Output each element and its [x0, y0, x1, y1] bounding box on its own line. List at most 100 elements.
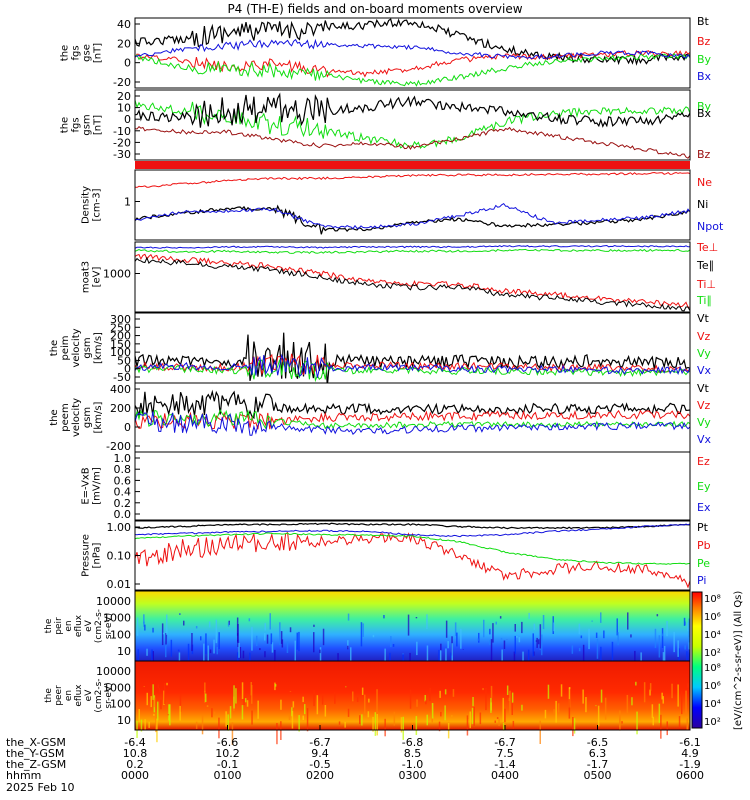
spectrogram-stripe	[506, 685, 509, 695]
ytick-label: 0.01	[107, 578, 132, 591]
ylabel-line: en	[64, 690, 74, 701]
spectrogram-stripe	[521, 704, 523, 711]
series-line-3	[135, 411, 690, 436]
spectrogram-stripe	[431, 703, 434, 719]
spectrogram-stripe	[478, 632, 480, 643]
ylabel-line: [nPa]	[92, 542, 103, 568]
ylabel: E=-VxB [mV/m]	[81, 467, 103, 505]
orbit-row-value: 0300	[399, 769, 427, 782]
spectrogram-stripe	[684, 645, 686, 650]
spectrogram-stripe	[361, 687, 364, 695]
legend-Vt: Vt	[697, 312, 710, 325]
spectrogram-stripe	[521, 621, 523, 634]
spectrogram-stripe	[376, 714, 378, 736]
spectrogram-stripe	[416, 699, 418, 707]
series-line-1	[135, 353, 690, 376]
spectrogram-stripe	[568, 687, 571, 708]
spectrogram-stripe	[359, 715, 361, 725]
ytick-label: 20	[117, 37, 131, 50]
ytick-label: 1000	[103, 612, 131, 625]
spectrogram-stripe	[248, 618, 251, 622]
spectrogram-stripe	[466, 715, 469, 736]
orbit-row-value: -6.1	[679, 736, 700, 749]
spectrogram-stripe	[473, 706, 475, 726]
ylabel-line: E=-VxB	[81, 467, 92, 504]
spectrogram-stripe	[372, 634, 375, 638]
spectrogram-stripe	[681, 691, 683, 715]
spectrogram-stripe	[206, 705, 209, 707]
spectrogram-stripe	[155, 712, 157, 733]
spectrogram-stripe	[438, 721, 441, 732]
spectrogram-stripe	[553, 622, 555, 632]
series-line-1	[135, 248, 690, 255]
ylabel: moat3 [eV]	[81, 261, 103, 293]
spectrogram-stripe	[658, 635, 661, 658]
ytick-label: 0	[124, 113, 131, 126]
spectrogram-stripe	[280, 721, 282, 740]
spectrogram-stripe	[553, 709, 555, 715]
colorbar-tick: 10⁸	[704, 594, 721, 605]
spectrogram-stripe	[138, 709, 140, 723]
panel-density: 1 Density [cm-3] Ne Ni Npot	[81, 169, 724, 241]
spectrogram-stripe	[205, 633, 207, 655]
spectrogram-stripe	[246, 700, 249, 707]
ytick-label: 20	[117, 90, 131, 103]
spectrogram-stripe	[162, 632, 165, 635]
spectrogram-stripe	[150, 696, 152, 708]
spectrogram-stripe	[585, 697, 587, 713]
spectrogram-stripe	[489, 640, 491, 645]
colorbar-tick: 10⁶	[704, 612, 721, 623]
spectrogram-stripe	[319, 647, 322, 663]
ytick-label: 10	[117, 714, 131, 727]
colorbar-tick: 10⁴	[704, 699, 721, 710]
spectrogram-stripe	[619, 710, 621, 728]
ytick-label: 100	[110, 698, 131, 711]
spectrogram-stripe	[165, 633, 167, 645]
series-line-1	[135, 204, 690, 235]
ylabel-line: the	[60, 117, 71, 133]
spectrogram-stripe	[338, 721, 341, 725]
legend-Pi: Pi	[697, 574, 706, 587]
ytick-label: 0.0	[114, 508, 132, 521]
orbit-row-value: 0600	[676, 769, 704, 782]
colorbar-label: [eV/(cm^2-s-sr-eV)] (All Qs)	[733, 591, 744, 730]
ylabel-line: moat3	[81, 261, 92, 293]
spectrogram-stripe	[243, 689, 245, 705]
ytick-label: 0.4	[114, 486, 132, 499]
spectrogram-stripe	[204, 690, 206, 693]
spectrogram-stripe	[652, 716, 654, 726]
ytick-label: 1	[124, 196, 131, 209]
spectrogram-stripe	[179, 705, 181, 721]
ytick-label: 10000	[96, 595, 131, 608]
series-line-1	[135, 409, 690, 430]
spectrogram-stripe	[600, 612, 602, 623]
spectrogram-stripe	[201, 715, 204, 735]
spectrogram-stripe	[291, 711, 294, 729]
spectrogram-stripe	[502, 722, 505, 731]
spectrogram-stripe	[177, 649, 180, 652]
legend-Pt: Pt	[697, 521, 709, 534]
orbit-row-value: 10.2	[215, 747, 240, 760]
spectrogram-stripe	[500, 637, 503, 640]
panel-frame	[134, 312, 691, 384]
spectrogram-stripe	[677, 684, 679, 707]
spectrogram-stripe	[233, 685, 235, 709]
ylabel-line: the	[44, 688, 54, 703]
spectrogram-stripe	[140, 719, 143, 732]
spectrogram-stripe	[306, 708, 309, 732]
orbit-row-value: -6.6	[217, 736, 238, 749]
spectrogram-stripe	[568, 687, 571, 690]
spectrogram-stripe	[654, 628, 657, 648]
spectrogram-stripe	[678, 716, 681, 728]
spectrogram-stripe	[445, 620, 448, 638]
series-line-2	[135, 408, 690, 430]
ytick-label: 40	[117, 18, 131, 31]
spectrogram-stripe	[383, 615, 385, 619]
spectrogram-stripe	[560, 684, 563, 697]
spectrogram-stripe	[166, 682, 168, 686]
orbit-row-value: -0.1	[217, 758, 238, 771]
spectrogram-stripe	[666, 621, 668, 637]
